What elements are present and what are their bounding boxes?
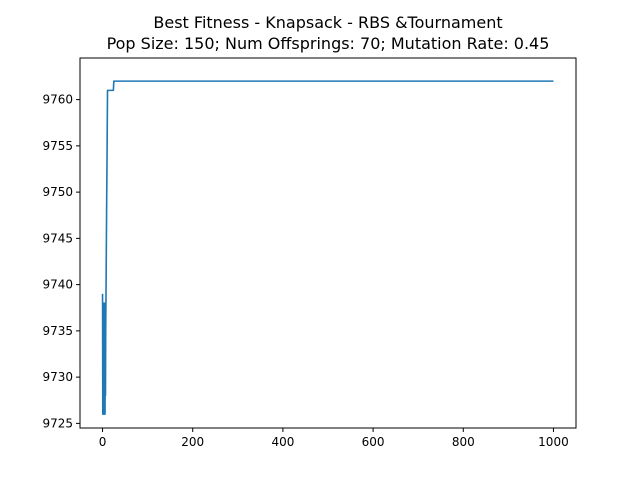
chart-title: Best Fitness - Knapsack - RBS &Tournamen… bbox=[153, 13, 502, 32]
chart-subtitle: Pop Size: 150; Num Offsprings: 70; Mutat… bbox=[107, 34, 550, 53]
y-tick-label-3: 9740 bbox=[42, 278, 73, 292]
y-tick-label-0: 9725 bbox=[42, 416, 73, 430]
series-line-0 bbox=[101, 80, 554, 415]
plot-area bbox=[101, 80, 554, 415]
y-tick-label-1: 9730 bbox=[42, 370, 73, 384]
x-tick-label-2: 400 bbox=[271, 435, 294, 449]
y-tick-label-5: 9750 bbox=[42, 185, 73, 199]
x-tick-label-1: 200 bbox=[181, 435, 204, 449]
x-tick-label-3: 600 bbox=[362, 435, 385, 449]
x-tick-label-0: 0 bbox=[99, 435, 107, 449]
x-tick-label-4: 800 bbox=[452, 435, 475, 449]
axes: 0 200 400 600 800 1000 9725 9730 9735 9740 9745 975… bbox=[42, 93, 568, 449]
y-tick-label-2: 9735 bbox=[42, 324, 73, 338]
x-tick-label-5: 1000 bbox=[538, 435, 569, 449]
y-tick-label-7: 9760 bbox=[42, 93, 73, 107]
plot-frame bbox=[79, 57, 577, 429]
y-tick-label-4: 9745 bbox=[42, 231, 73, 245]
y-tick-label-6: 9755 bbox=[42, 139, 73, 153]
